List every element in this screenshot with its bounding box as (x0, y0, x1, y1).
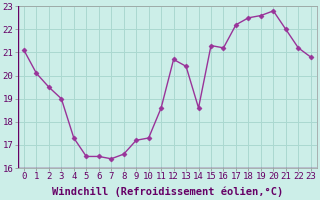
X-axis label: Windchill (Refroidissement éolien,°C): Windchill (Refroidissement éolien,°C) (52, 187, 283, 197)
